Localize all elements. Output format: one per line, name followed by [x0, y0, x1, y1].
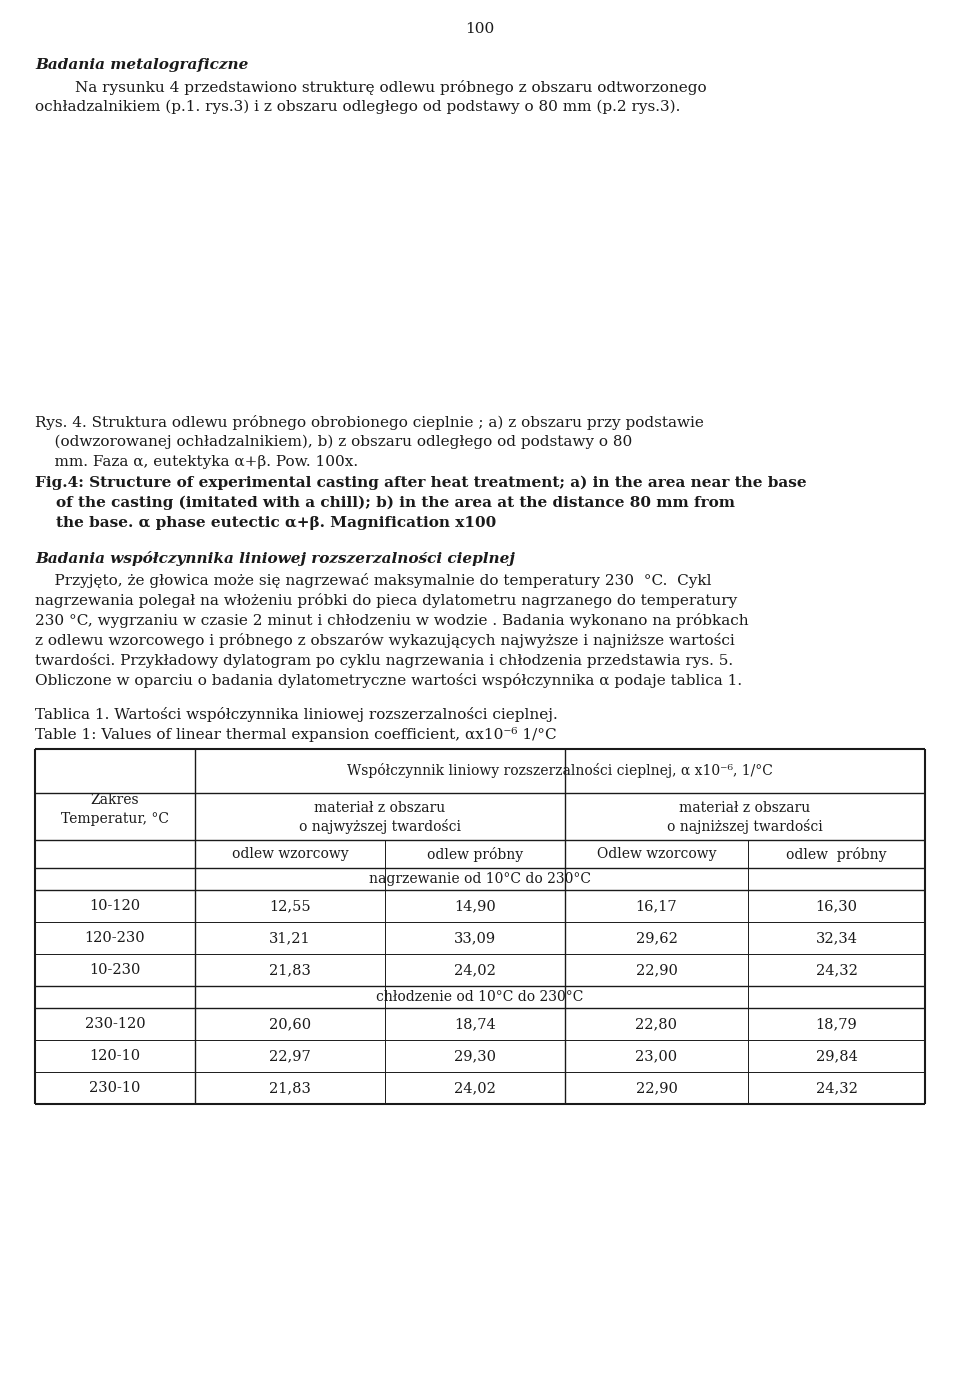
Text: Badania metalograficzne: Badania metalograficzne [35, 58, 249, 72]
Text: 230-120: 230-120 [84, 1017, 145, 1031]
Text: of the casting (imitated with a chill); b) in the area at the distance 80 mm fro: of the casting (imitated with a chill); … [35, 496, 735, 510]
Text: 100: 100 [466, 22, 494, 36]
Text: 20,60: 20,60 [269, 1017, 311, 1031]
Text: Temperatur, °C: Temperatur, °C [61, 811, 169, 826]
Text: 23,00: 23,00 [636, 1049, 678, 1063]
Text: 33,09: 33,09 [454, 931, 496, 945]
Text: Tablica 1. Wartości współczynnika liniowej rozszerzalności cieplnej.: Tablica 1. Wartości współczynnika liniow… [35, 707, 558, 722]
Text: o najniższej twardości: o najniższej twardości [667, 819, 823, 834]
Text: 18,74: 18,74 [454, 1017, 496, 1031]
Text: 120-10: 120-10 [89, 1049, 140, 1063]
Text: Rys. 4. Struktura odlewu próbnego obrobionego cieplnie ; a) z obszaru przy podst: Rys. 4. Struktura odlewu próbnego obrobi… [35, 414, 704, 430]
Text: 14,90: 14,90 [454, 900, 496, 913]
Text: 29,84: 29,84 [816, 1049, 857, 1063]
Text: materiał z obszaru: materiał z obszaru [314, 801, 445, 815]
Text: Table 1: Values of linear thermal expansion coefficient, αx10⁻⁶ 1/°C: Table 1: Values of linear thermal expans… [35, 728, 557, 742]
Text: mm. Faza α, eutektyka α+β. Pow. 100x.: mm. Faza α, eutektyka α+β. Pow. 100x. [35, 455, 358, 468]
Text: Współczynnik liniowy rozszerzalności cieplnej, α x10⁻⁶, 1/°C: Współczynnik liniowy rozszerzalności cie… [348, 764, 773, 779]
Text: (odwzorowanej ochładzalnikiem), b) z obszaru odległego od podstawy o 80: (odwzorowanej ochładzalnikiem), b) z obs… [35, 435, 633, 449]
Text: nagrzewanie od 10°C do 230°C: nagrzewanie od 10°C do 230°C [369, 872, 591, 886]
Text: Obliczone w oparciu o badania dylatometryczne wartości współczynnika α podaje ta: Obliczone w oparciu o badania dylatometr… [35, 674, 742, 687]
Text: 21,83: 21,83 [269, 1081, 311, 1095]
Text: 12,55: 12,55 [269, 900, 311, 913]
Text: 22,90: 22,90 [636, 963, 678, 977]
Text: odlew wzorcowy: odlew wzorcowy [231, 847, 348, 861]
Text: 16,17: 16,17 [636, 900, 678, 913]
Text: 22,80: 22,80 [636, 1017, 678, 1031]
Text: odlew  próbny: odlew próbny [786, 847, 887, 862]
Text: 24,32: 24,32 [816, 1081, 857, 1095]
Text: 120-230: 120-230 [84, 931, 145, 945]
Text: twardości. Przykładowy dylatogram po cyklu nagrzewania i chłodzenia przedstawia : twardości. Przykładowy dylatogram po cyk… [35, 653, 733, 668]
Text: 24,02: 24,02 [454, 963, 496, 977]
Text: ochładzalnikiem (p.1. rys.3) i z obszaru odległego od podstawy o 80 mm (p.2 rys.: ochładzalnikiem (p.1. rys.3) i z obszaru… [35, 100, 681, 115]
Text: Fig.4: Structure of experimental casting after heat treatment; a) in the area ne: Fig.4: Structure of experimental casting… [35, 475, 806, 491]
Text: 230-10: 230-10 [89, 1081, 141, 1095]
Text: 24,32: 24,32 [816, 963, 857, 977]
Text: Przyjęto, że głowica może się nagrzewać maksymalnie do temperatury 230  °C.  Cyk: Przyjęto, że głowica może się nagrzewać … [35, 572, 711, 588]
Text: Zakres: Zakres [90, 794, 139, 808]
Text: 16,30: 16,30 [815, 900, 857, 913]
Text: 21,83: 21,83 [269, 963, 311, 977]
Text: Odlew wzorcowy: Odlew wzorcowy [597, 847, 716, 861]
Text: 32,34: 32,34 [815, 931, 857, 945]
Text: 18,79: 18,79 [816, 1017, 857, 1031]
Text: 24,02: 24,02 [454, 1081, 496, 1095]
Text: o najwyższej twardości: o najwyższej twardości [299, 819, 461, 834]
Text: 22,90: 22,90 [636, 1081, 678, 1095]
Text: 31,21: 31,21 [269, 931, 311, 945]
Text: 22,97: 22,97 [269, 1049, 311, 1063]
Text: chłodzenie od 10°C do 230°C: chłodzenie od 10°C do 230°C [376, 990, 584, 1003]
Text: z odlewu wzorcowego i próbnego z obszarów wykazujących najwyższe i najniższe war: z odlewu wzorcowego i próbnego z obszaró… [35, 633, 734, 649]
Text: odlew próbny: odlew próbny [427, 847, 523, 862]
Text: Badania współczynnika liniowej rozszerzalności cieplnej: Badania współczynnika liniowej rozszerza… [35, 552, 515, 565]
Text: the base. α phase eutectic α+β. Magnification x100: the base. α phase eutectic α+β. Magnific… [35, 516, 496, 529]
Text: nagrzewania polegał na włożeniu próbki do pieca dylatometru nagrzanego do temper: nagrzewania polegał na włożeniu próbki d… [35, 593, 737, 608]
Text: Na rysunku 4 przedstawiono strukturę odlewu próbnego z obszaru odtworzonego: Na rysunku 4 przedstawiono strukturę odl… [75, 80, 707, 96]
Text: 10-120: 10-120 [89, 900, 140, 913]
Text: 29,30: 29,30 [454, 1049, 496, 1063]
Text: materiał z obszaru: materiał z obszaru [680, 801, 810, 815]
Text: 230 °C, wygrzaniu w czasie 2 minut i chłodzeniu w wodzie . Badania wykonano na p: 230 °C, wygrzaniu w czasie 2 minut i chł… [35, 613, 749, 628]
Text: 10-230: 10-230 [89, 963, 141, 977]
Text: 29,62: 29,62 [636, 931, 678, 945]
